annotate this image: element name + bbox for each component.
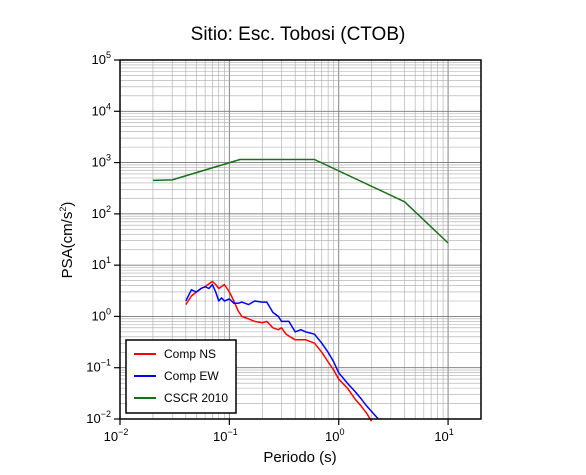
chart-title: Sitio: Esc. Tobosi (CTOB): [191, 24, 406, 45]
plot-frame: [119, 59, 482, 420]
y-tick-label: 10−2: [86, 409, 111, 426]
x-tick-base: 10: [213, 429, 227, 444]
x-tick-exp: 0: [339, 427, 344, 437]
x-tick-base: 10: [104, 429, 118, 444]
y-tick-label: 10−1: [86, 358, 111, 375]
y-axis-label-sup: 2: [58, 207, 68, 212]
y-tick-label: 104: [92, 101, 111, 118]
y-tick-exp: 5: [106, 50, 111, 60]
y-axis-label-tail: ): [59, 202, 76, 207]
x-tick-exp: −2: [118, 427, 128, 437]
y-tick-label: 100: [92, 306, 111, 323]
x-tick-label: 10−1: [213, 427, 238, 444]
y-axis-label: PSA(cm/s2): [58, 202, 76, 279]
y-tick-base: 10: [86, 360, 100, 375]
series-line-cscr-2010: [152, 158, 449, 244]
y-tick-exp: 1: [106, 255, 111, 265]
grid: [119, 60, 482, 420]
x-tick-exp: 1: [449, 427, 454, 437]
y-tick-exp: 2: [106, 204, 111, 214]
x-tick-base: 10: [434, 429, 448, 444]
y-tick-label: 102: [92, 204, 111, 221]
x-axis-ticks: 10−2 10−1 100 101: [104, 419, 454, 444]
plot-lines: [152, 158, 449, 422]
series-line-comp-ns: [185, 280, 373, 422]
y-tick-base: 10: [92, 155, 106, 170]
y-tick-base: 10: [92, 52, 106, 67]
legend-label-comp-ns: Comp NS: [164, 347, 216, 361]
y-tick-base: 10: [92, 206, 106, 221]
x-tick-label: 10−2: [104, 427, 129, 444]
y-tick-label: 101: [92, 255, 111, 272]
x-tick-base: 10: [325, 429, 339, 444]
x-tick-label: 100: [325, 427, 344, 444]
y-tick-base: 10: [92, 257, 106, 272]
y-tick-exp: −1: [101, 358, 111, 368]
y-tick-label: 105: [92, 50, 111, 67]
y-tick-base: 10: [92, 308, 106, 323]
y-axis-label-main: PSA(cm/s: [59, 212, 76, 279]
y-tick-base: 10: [86, 411, 100, 426]
y-tick-label: 103: [92, 153, 111, 170]
y-tick-base: 10: [92, 103, 106, 118]
y-tick-exp: 3: [106, 153, 111, 163]
series-line-comp-ew: [185, 283, 379, 420]
x-axis-label: Periodo (s): [263, 449, 336, 466]
legend-label-comp-ew: Comp EW: [164, 369, 219, 383]
x-tick-label: 101: [434, 427, 453, 444]
y-tick-exp: 4: [106, 101, 111, 111]
y-tick-exp: −2: [101, 409, 111, 419]
x-tick-exp: −1: [227, 427, 237, 437]
legend-label-cscr-2010: CSCR 2010: [164, 391, 228, 405]
y-tick-exp: 0: [106, 306, 111, 316]
legend: Comp NS Comp EW CSCR 2010: [125, 339, 237, 414]
